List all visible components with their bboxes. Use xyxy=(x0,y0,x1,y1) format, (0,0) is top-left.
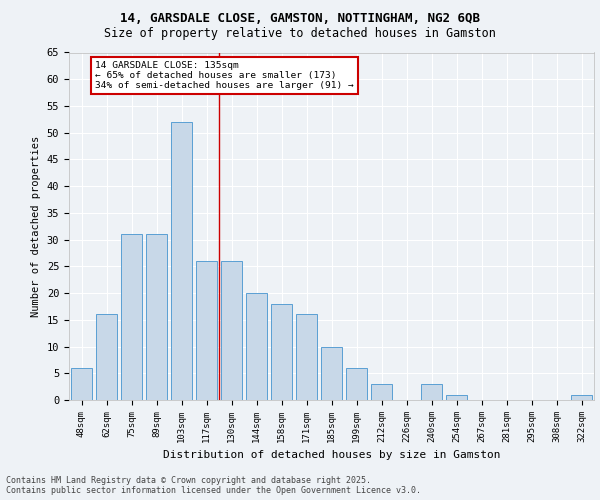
Bar xyxy=(221,261,242,400)
Bar xyxy=(196,261,217,400)
Bar xyxy=(446,394,467,400)
Bar xyxy=(121,234,142,400)
Y-axis label: Number of detached properties: Number of detached properties xyxy=(31,136,41,317)
Bar xyxy=(146,234,167,400)
Text: 14, GARSDALE CLOSE, GAMSTON, NOTTINGHAM, NG2 6QB: 14, GARSDALE CLOSE, GAMSTON, NOTTINGHAM,… xyxy=(120,12,480,26)
Bar xyxy=(171,122,192,400)
Bar xyxy=(321,346,342,400)
Bar xyxy=(246,293,267,400)
Bar xyxy=(296,314,317,400)
Text: 14 GARSDALE CLOSE: 135sqm
← 65% of detached houses are smaller (173)
34% of semi: 14 GARSDALE CLOSE: 135sqm ← 65% of detac… xyxy=(95,60,354,90)
Bar xyxy=(346,368,367,400)
Text: Size of property relative to detached houses in Gamston: Size of property relative to detached ho… xyxy=(104,28,496,40)
Bar xyxy=(421,384,442,400)
Bar xyxy=(371,384,392,400)
Bar xyxy=(571,394,592,400)
Bar xyxy=(71,368,92,400)
Bar xyxy=(271,304,292,400)
Text: Contains HM Land Registry data © Crown copyright and database right 2025.
Contai: Contains HM Land Registry data © Crown c… xyxy=(6,476,421,495)
Bar xyxy=(96,314,117,400)
X-axis label: Distribution of detached houses by size in Gamston: Distribution of detached houses by size … xyxy=(163,450,500,460)
